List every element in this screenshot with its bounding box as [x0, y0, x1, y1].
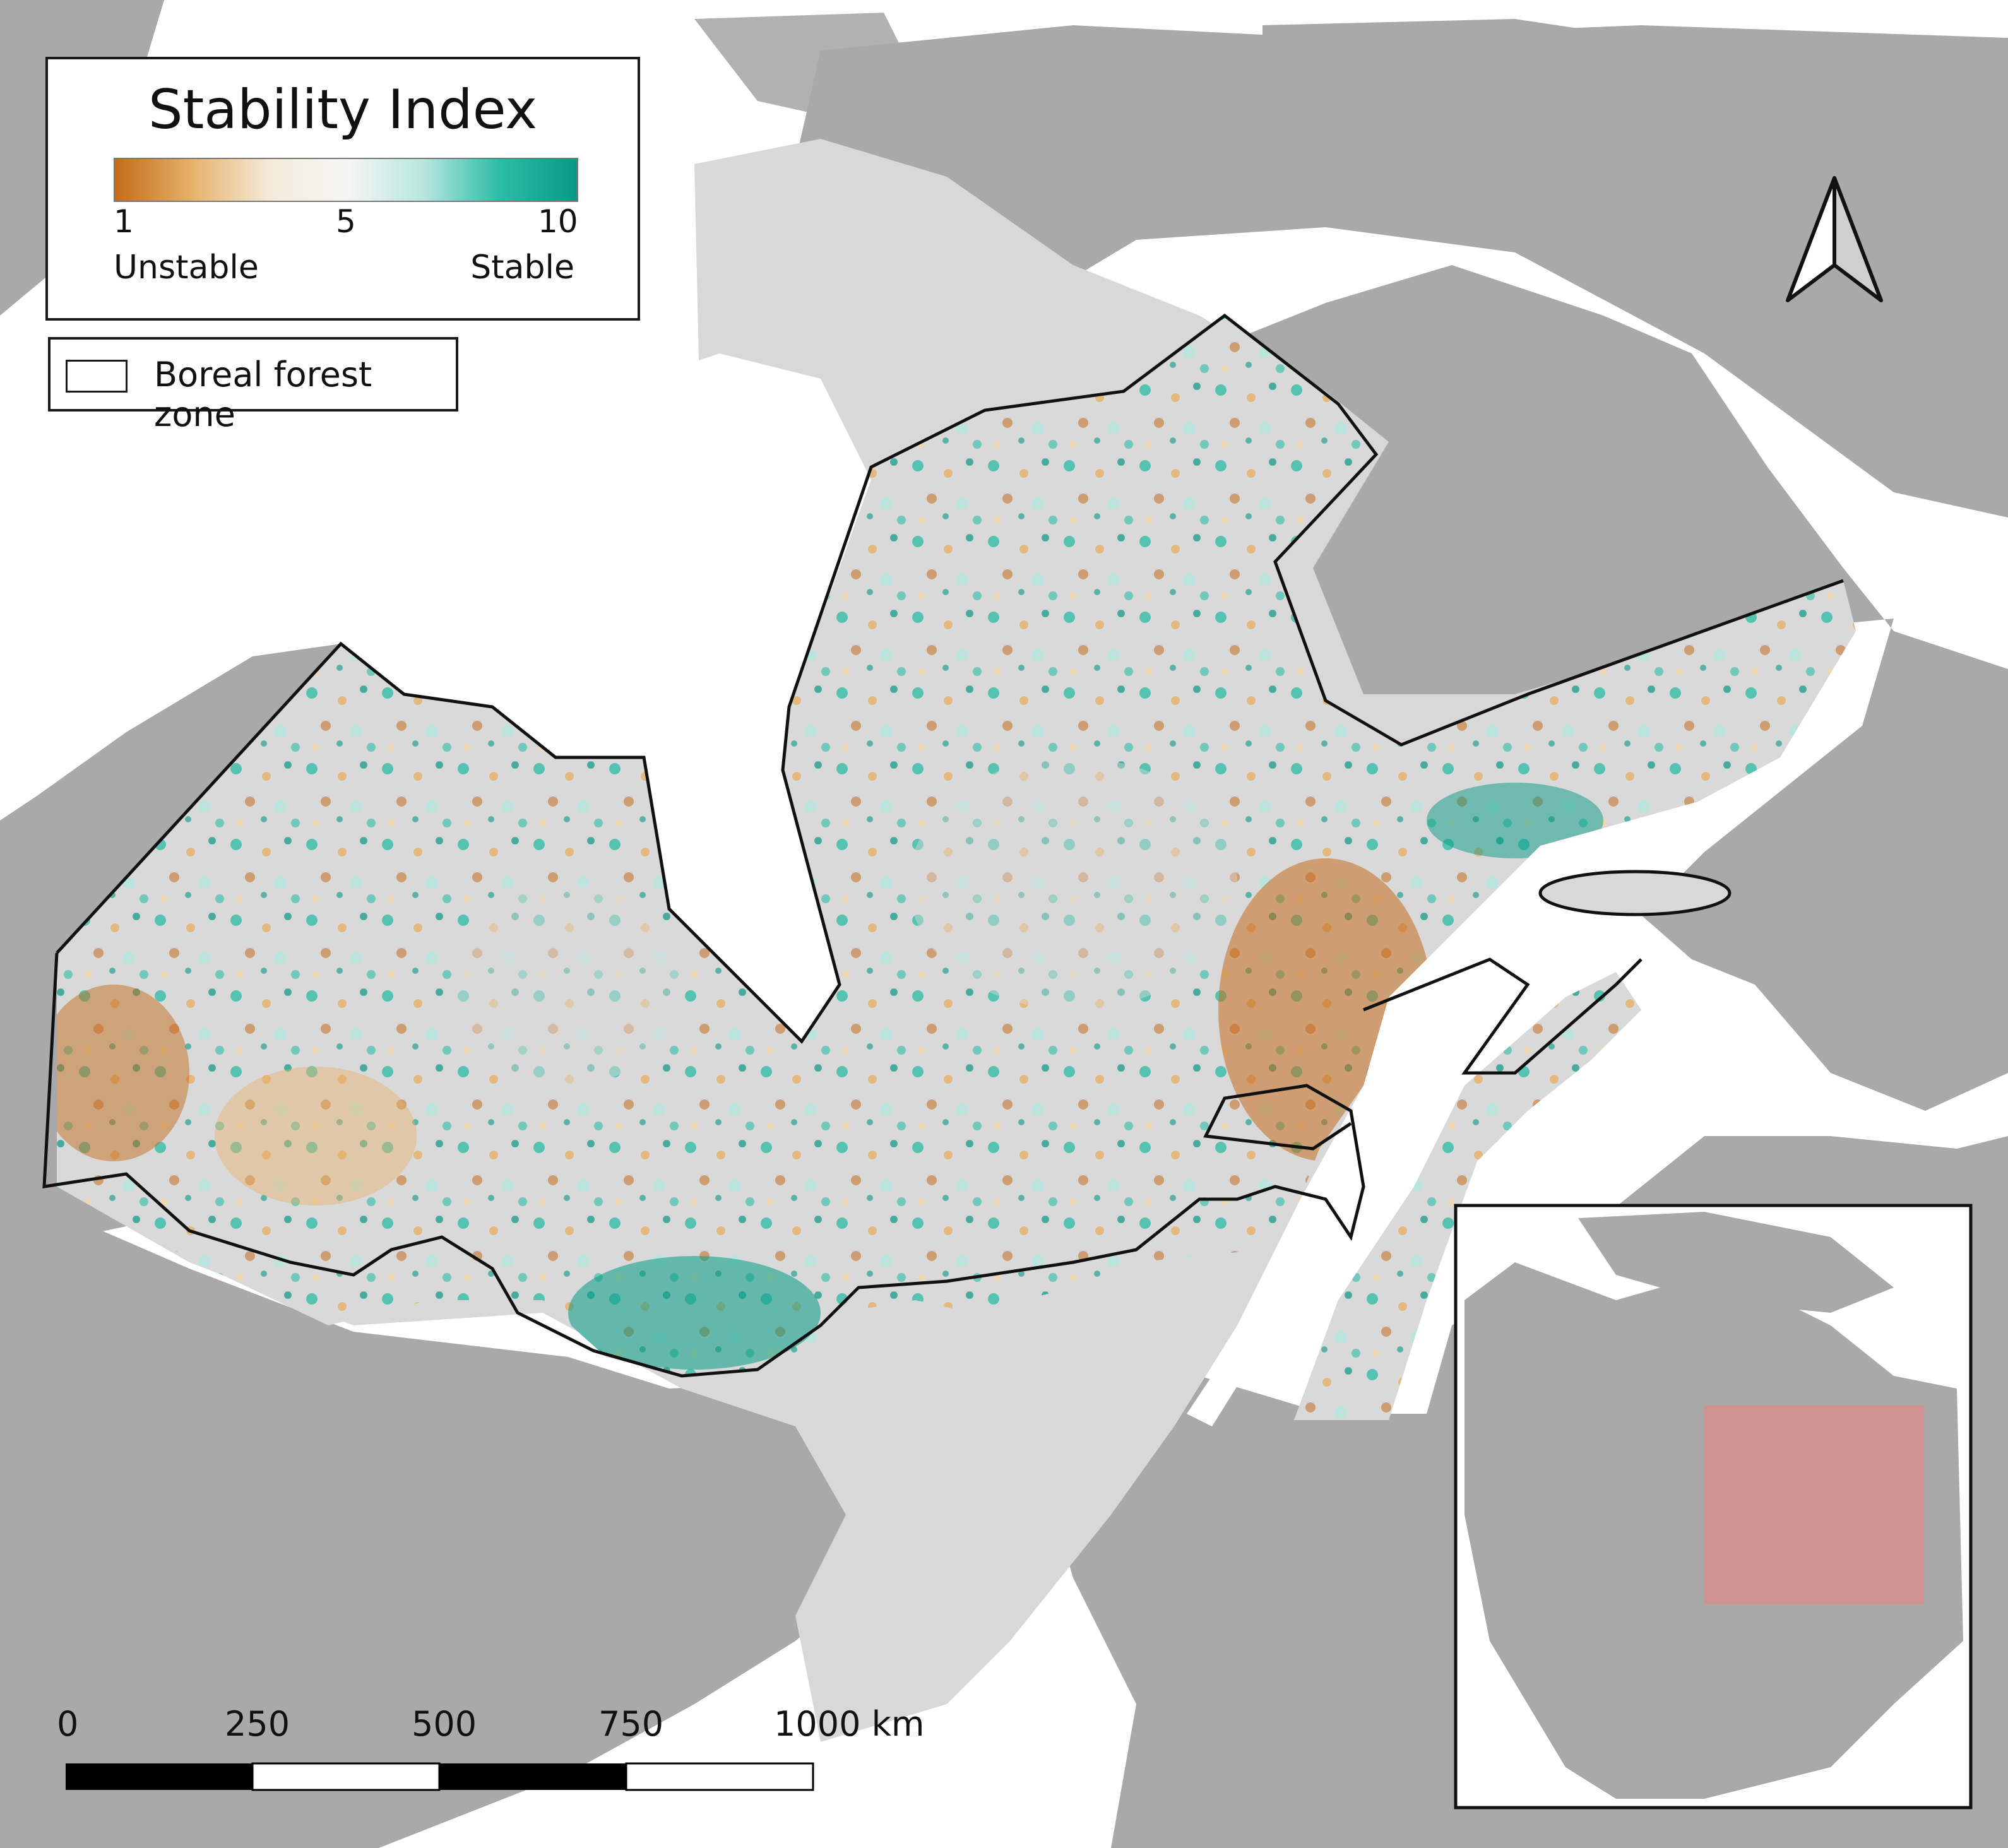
- color-ramp: [114, 158, 578, 202]
- scale-label-500: 500: [412, 1704, 477, 1744]
- scale-label-0: 0: [57, 1704, 79, 1744]
- james-bay: [568, 353, 871, 1041]
- legend-low-label: Unstable: [114, 249, 259, 287]
- legend-high-label: Stable: [470, 249, 574, 287]
- boreal-forest-outline: [42, 313, 1844, 1378]
- stability-index-legend: Stability Index 1 5 10 Unstable Stable: [45, 57, 640, 321]
- scale-label-250: 250: [225, 1704, 290, 1744]
- scale-label-750: 750: [598, 1704, 664, 1744]
- legend-tick-mid: 5: [336, 203, 356, 240]
- boreal-forest-legend: Boreal forest zone: [48, 337, 458, 434]
- north-arrow-icon: [1786, 176, 1883, 302]
- inset-study-area-highlight: [1704, 1405, 1924, 1604]
- boreal-forest-swatch: [66, 360, 128, 393]
- anticosti-island: [1538, 870, 1732, 916]
- inset-map: [1454, 1204, 1973, 1810]
- legend-tick-min: 1: [114, 203, 134, 240]
- boreal-forest-label: Boreal forest zone: [154, 355, 372, 434]
- legend-title: Stability Index: [148, 78, 537, 141]
- scale-bar: [66, 1762, 814, 1791]
- scale-label-1000: 1000 km: [774, 1704, 925, 1744]
- legend-tick-max: 10: [538, 203, 578, 240]
